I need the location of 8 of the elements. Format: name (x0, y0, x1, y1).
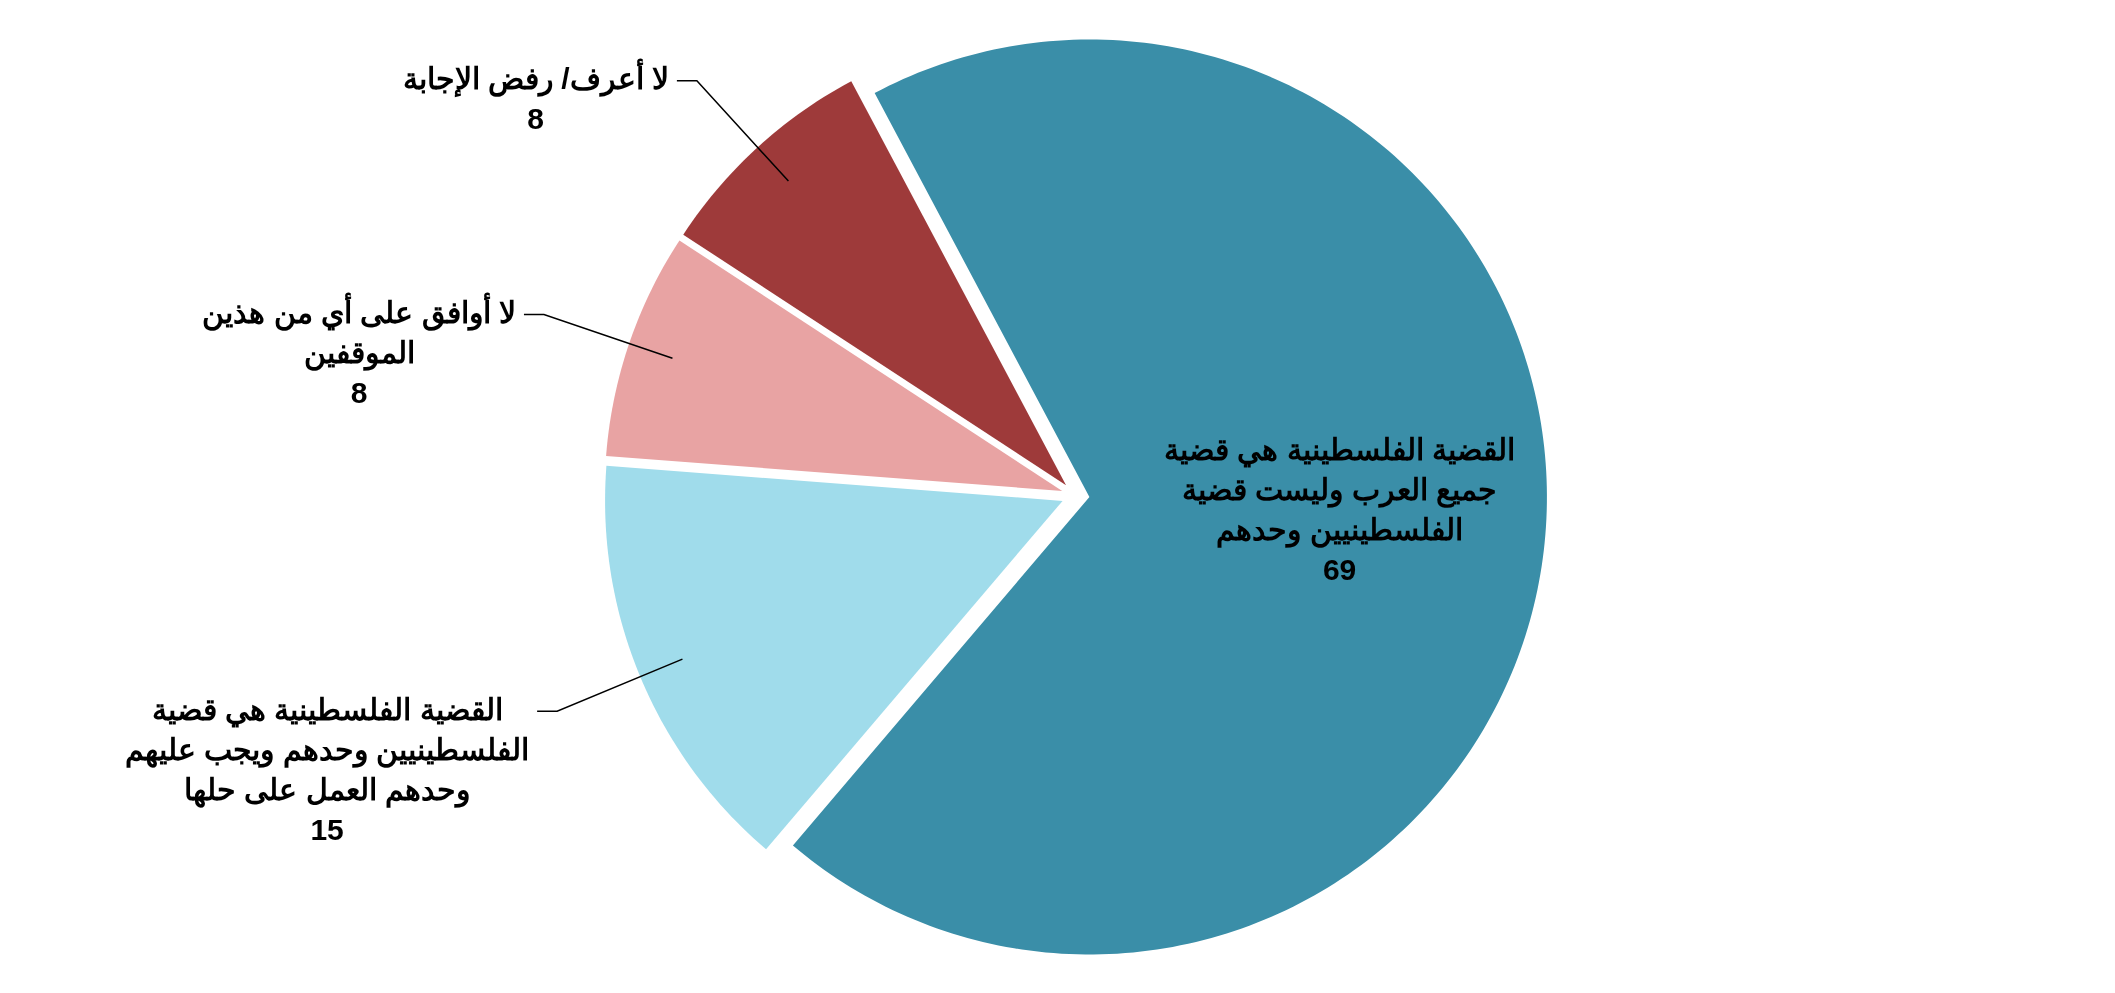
slice-label: القضية الفلسطينية هي قضية الفلسطينيين وحدهم ويجب عليهم وحدهم العمل على حلها (125, 692, 530, 808)
slice-label: القضية الفلسطينية هي قضية جميع العرب وليست قضية الفلسطينيين وحدهم (1164, 433, 1516, 549)
data-label: 8 (350, 375, 368, 409)
data-label: 69 (1322, 553, 1357, 587)
slice-label: لا أوافق على أي من هذين الموقفين (202, 291, 516, 371)
data-label: 15 (310, 812, 344, 846)
data-label: 8 (527, 102, 545, 136)
slice-label: لا أعرف/ رفض الإجابة (402, 58, 669, 99)
